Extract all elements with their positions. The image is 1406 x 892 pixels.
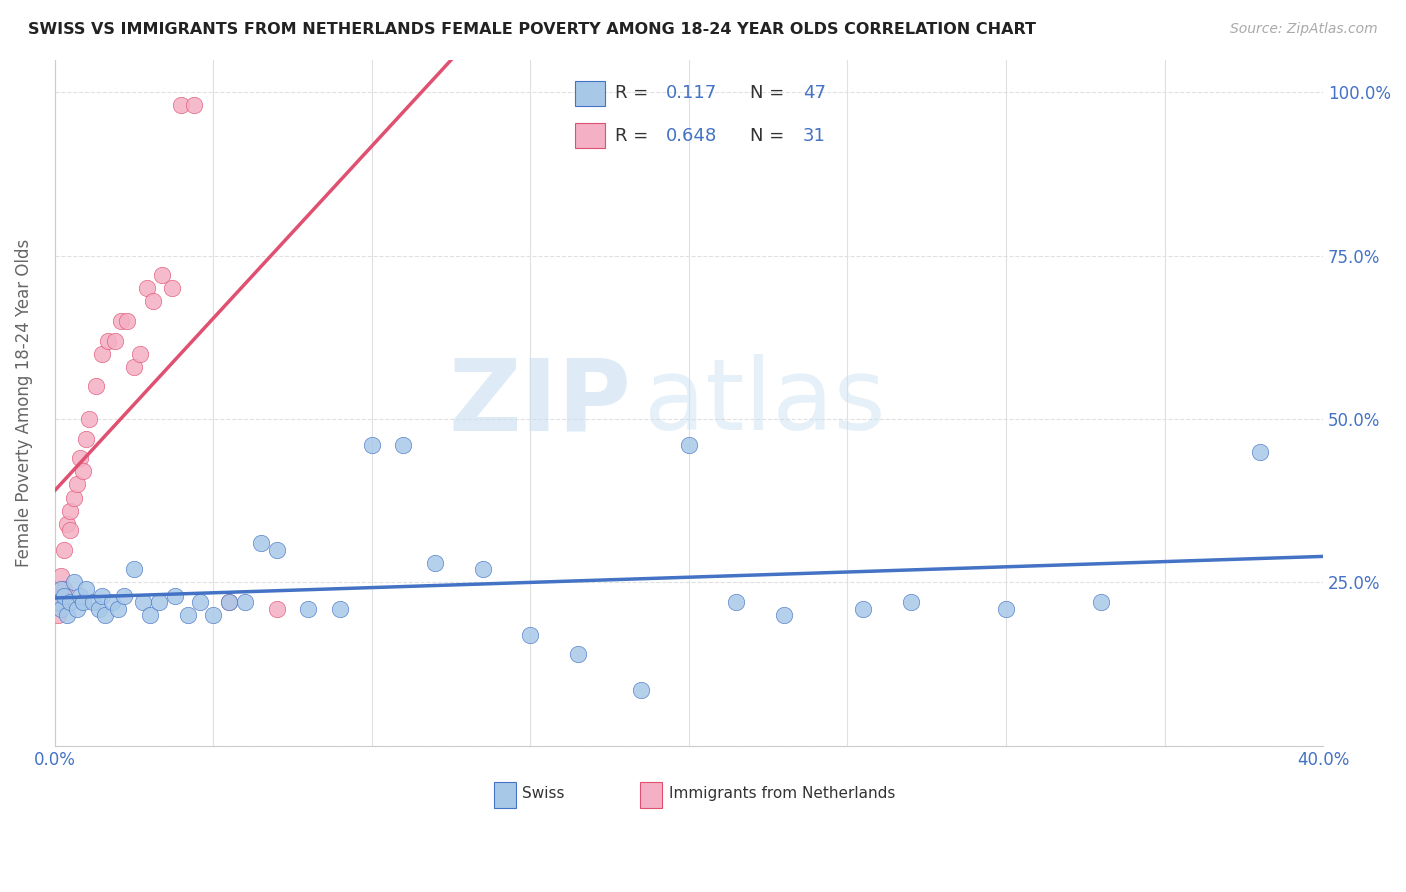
- Point: [725, 595, 748, 609]
- Point: [59, 523, 82, 537]
- Point: [117, 314, 139, 328]
- Point: [49, 582, 72, 596]
- Point: [72, 464, 94, 478]
- Point: [122, 562, 145, 576]
- Point: [87, 601, 110, 615]
- Y-axis label: Female Poverty Among 18-24 Year Olds: Female Poverty Among 18-24 Year Olds: [15, 239, 32, 566]
- Point: [53, 582, 76, 596]
- Point: [1090, 595, 1112, 609]
- Point: [160, 281, 183, 295]
- Point: [249, 536, 271, 550]
- Point: [49, 595, 72, 609]
- Point: [91, 347, 114, 361]
- Text: SWISS VS IMMIGRANTS FROM NETHERLANDS FEMALE POVERTY AMONG 18-24 YEAR OLDS CORREL: SWISS VS IMMIGRANTS FROM NETHERLANDS FEM…: [28, 22, 1036, 37]
- Point: [170, 98, 193, 112]
- Point: [183, 98, 205, 112]
- Point: [329, 601, 352, 615]
- Point: [630, 683, 652, 698]
- Point: [49, 601, 72, 615]
- Point: [66, 601, 89, 615]
- Text: ZIP: ZIP: [449, 354, 631, 451]
- Point: [423, 556, 446, 570]
- Point: [46, 595, 69, 609]
- Point: [56, 608, 79, 623]
- Point: [190, 595, 212, 609]
- Point: [1249, 444, 1271, 458]
- Point: [59, 503, 82, 517]
- Point: [94, 608, 117, 623]
- Point: [392, 438, 415, 452]
- Point: [62, 575, 84, 590]
- Point: [218, 595, 240, 609]
- Point: [53, 542, 76, 557]
- Point: [100, 595, 122, 609]
- Point: [107, 601, 129, 615]
- Point: [69, 589, 91, 603]
- Point: [266, 542, 288, 557]
- Point: [266, 601, 288, 615]
- Point: [56, 516, 79, 531]
- Point: [233, 595, 256, 609]
- Point: [567, 648, 589, 662]
- Point: [132, 595, 155, 609]
- Point: [163, 589, 186, 603]
- Point: [91, 589, 114, 603]
- Text: atlas: atlas: [644, 354, 886, 451]
- Point: [142, 294, 165, 309]
- Point: [135, 281, 157, 295]
- Point: [297, 601, 319, 615]
- Point: [112, 589, 135, 603]
- Point: [678, 438, 700, 452]
- Point: [75, 432, 97, 446]
- Point: [773, 608, 796, 623]
- Point: [471, 562, 494, 576]
- Point: [122, 359, 145, 374]
- Text: Source: ZipAtlas.com: Source: ZipAtlas.com: [1230, 22, 1378, 37]
- Point: [53, 589, 76, 603]
- Point: [59, 595, 82, 609]
- Point: [49, 569, 72, 583]
- Point: [97, 334, 120, 348]
- Point: [852, 601, 875, 615]
- Point: [138, 608, 160, 623]
- Point: [84, 379, 107, 393]
- Point: [79, 412, 101, 426]
- Point: [72, 595, 94, 609]
- Point: [150, 268, 173, 283]
- Point: [46, 608, 69, 623]
- Point: [75, 582, 97, 596]
- Point: [994, 601, 1017, 615]
- Point: [129, 347, 152, 361]
- Point: [104, 334, 127, 348]
- Point: [202, 608, 225, 623]
- Point: [519, 628, 541, 642]
- Point: [62, 491, 84, 505]
- Point: [900, 595, 922, 609]
- Point: [46, 595, 69, 609]
- Point: [82, 595, 104, 609]
- Point: [66, 477, 89, 491]
- Point: [69, 451, 91, 466]
- Point: [110, 314, 132, 328]
- Point: [218, 595, 240, 609]
- Point: [177, 608, 200, 623]
- Point: [360, 438, 382, 452]
- Point: [148, 595, 170, 609]
